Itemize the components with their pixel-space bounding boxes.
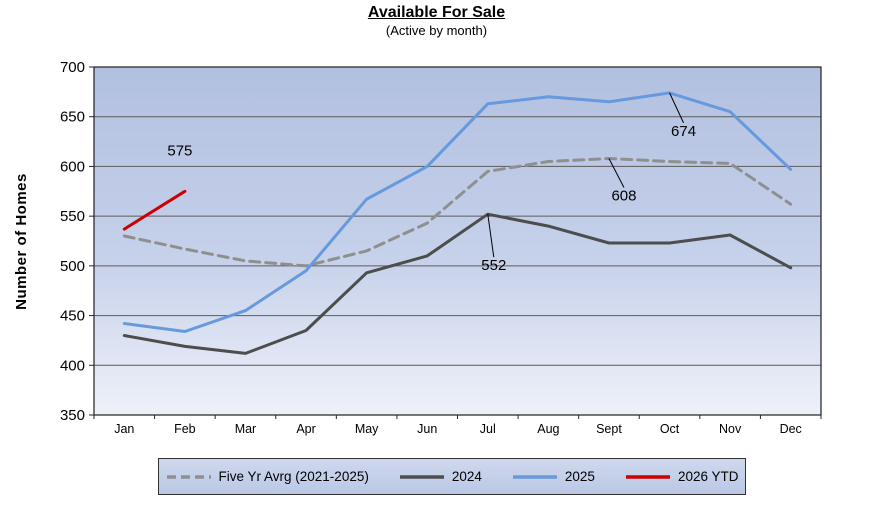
legend-label: 2024 [451, 469, 482, 484]
series-line-2025 [122, 91, 793, 333]
x-tick-label: Apr [296, 422, 315, 436]
y-tick-label: 700 [60, 59, 85, 76]
annotation-leader-line [608, 158, 625, 188]
legend-item-2026-ytd: 2026 YTD [625, 469, 739, 484]
x-tick-label: Jun [417, 422, 437, 436]
y-tick-label: 650 [60, 109, 85, 126]
legend-item-2025: 2025 [512, 469, 595, 484]
y-tick-label: 350 [60, 407, 85, 424]
series-line-2026-ytd [122, 189, 187, 231]
x-tick-label: Nov [719, 422, 742, 436]
series-line-2024 [122, 212, 793, 355]
data-label-575: 575 [167, 142, 192, 159]
data-label-552: 552 [481, 257, 506, 274]
chart-header: Available For Sale (Active by month) [0, 4, 873, 38]
x-tick-label: Aug [537, 422, 559, 436]
y-tick-label: 550 [60, 208, 85, 225]
x-tick-label: Oct [660, 422, 680, 436]
legend-line-swatch [399, 474, 444, 479]
x-tick-label: Dec [780, 422, 802, 436]
data-label-674: 674 [671, 123, 696, 140]
legend-label: Five Yr Avrg (2021-2025) [218, 469, 369, 484]
annotation-leader-line [669, 92, 684, 124]
x-tick-label: Sept [596, 422, 622, 436]
plot-area [94, 67, 821, 415]
annotation-leader-line [487, 214, 495, 258]
x-tick-label: Jul [480, 422, 496, 436]
x-tick-label: Jan [114, 422, 134, 436]
y-tick-label: 400 [60, 357, 85, 374]
y-tick-label: 450 [60, 308, 85, 325]
y-tick-label: 600 [60, 158, 85, 175]
legend-label: 2026 YTD [677, 469, 739, 484]
legend-line-swatch [512, 474, 557, 479]
y-tick-label: 500 [60, 258, 85, 275]
x-tick-label: Mar [235, 422, 257, 436]
x-tick-label: May [355, 422, 379, 436]
series-line-five-yr-avrg-2021-2025- [122, 157, 793, 268]
plot-border [93, 66, 822, 416]
legend-line-swatch [625, 474, 670, 479]
legend-line-swatch [166, 474, 211, 479]
chart-title: Available For Sale [367, 4, 506, 21]
legend-item-2024: 2024 [399, 469, 482, 484]
x-tick-label: Feb [174, 422, 196, 436]
chart-subtitle: (Active by month) [385, 23, 488, 38]
legend: Five Yr Avrg (2021-2025) 2024 2025 2026 YTD [158, 458, 746, 495]
legend-label: 2025 [564, 469, 595, 484]
legend-item-five-yr-avrg-2021-2025-: Five Yr Avrg (2021-2025) [166, 469, 369, 484]
data-label-608: 608 [611, 187, 636, 204]
